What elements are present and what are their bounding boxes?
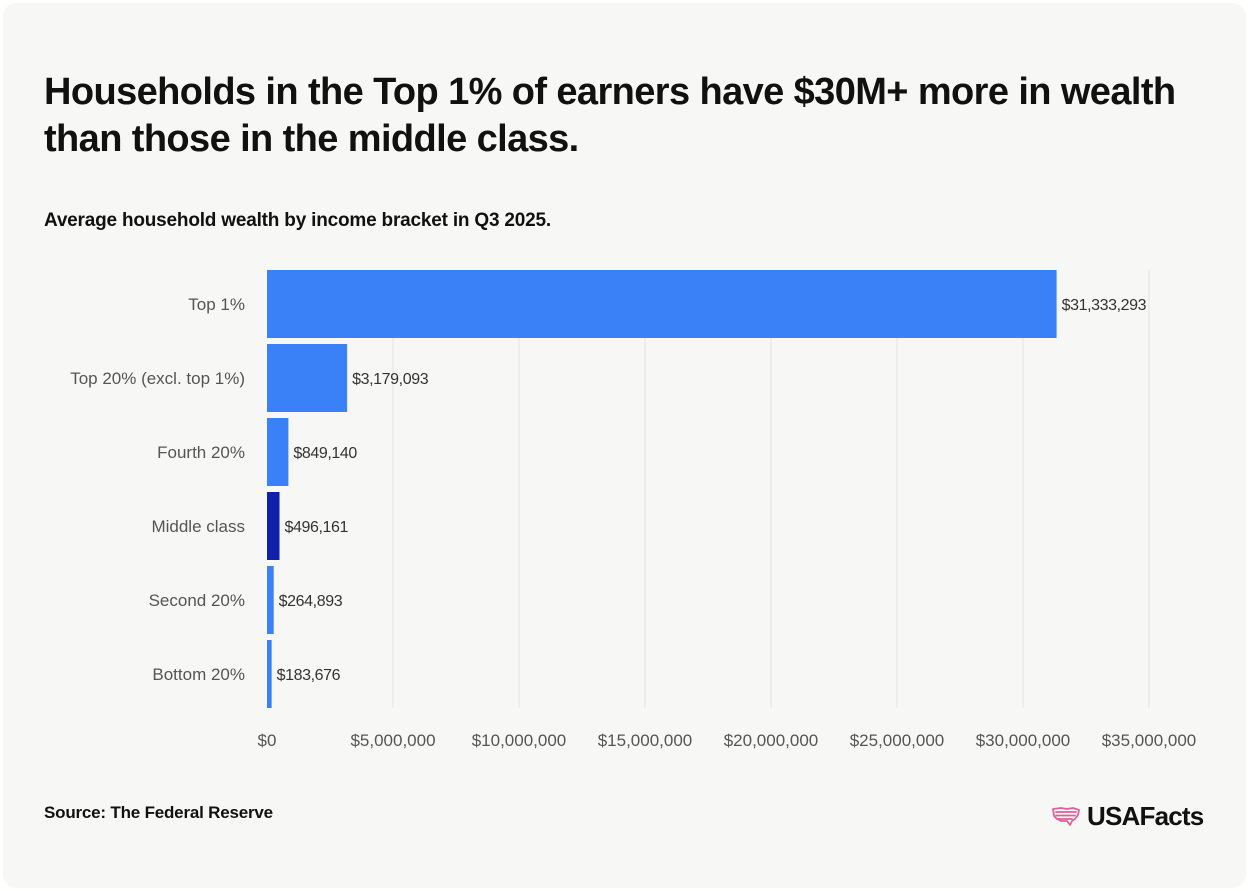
x-tick-label: $0	[258, 731, 277, 750]
chart-title: Households in the Top 1% of earners have…	[44, 71, 1176, 160]
x-tick-label: $10,000,000	[472, 731, 567, 750]
x-tick-label: $15,000,000	[598, 731, 693, 750]
bar	[267, 270, 1057, 338]
x-tick-label: $20,000,000	[724, 731, 819, 750]
x-tick-label: $30,000,000	[976, 731, 1071, 750]
bar	[267, 344, 348, 412]
x-tick-label: $25,000,000	[850, 731, 945, 750]
data-label: $31,333,293	[1062, 297, 1147, 314]
source-note: Source: The Federal Reserve	[44, 803, 273, 822]
bar	[267, 566, 274, 634]
data-label: $496,161	[285, 519, 349, 536]
category-label: Second 20%	[149, 591, 245, 610]
data-label: $849,140	[293, 445, 357, 462]
bar	[267, 640, 272, 708]
bar	[267, 492, 280, 560]
category-label: Top 20% (excl. top 1%)	[70, 369, 245, 388]
brand-name: USAFacts	[1087, 800, 1204, 831]
data-label: $3,179,093	[352, 371, 429, 388]
category-label: Bottom 20%	[152, 665, 245, 684]
category-label: Fourth 20%	[157, 443, 245, 462]
chart-subtitle: Average household wealth by income brack…	[44, 210, 551, 231]
x-tick-label: $35,000,000	[1102, 731, 1197, 750]
data-label: $264,893	[279, 593, 343, 610]
bar	[267, 418, 289, 486]
x-tick-label: $5,000,000	[350, 731, 435, 750]
data-label: $183,676	[277, 667, 341, 684]
category-label: Middle class	[151, 517, 245, 536]
brand-logo: USAFacts	[1051, 799, 1204, 833]
chart-card: Households in the Top 1% of earners have…	[3, 3, 1246, 888]
category-label: Top 1%	[188, 295, 245, 314]
usa-map-flag-icon	[1052, 807, 1080, 826]
